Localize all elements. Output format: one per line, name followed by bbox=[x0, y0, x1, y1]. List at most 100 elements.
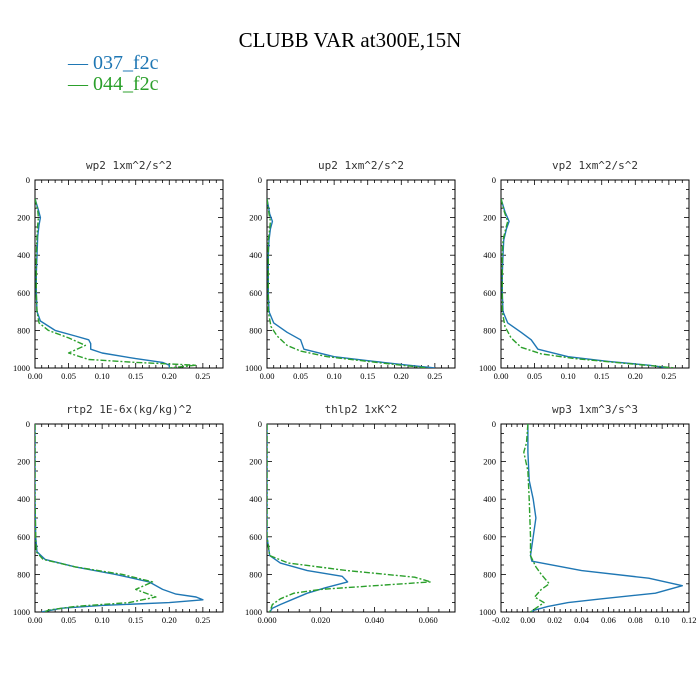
plot-frame bbox=[34, 179, 224, 369]
x-tick-label: 0.00 bbox=[28, 615, 43, 625]
x-tick-label: 0.15 bbox=[360, 371, 375, 381]
x-tick-label: 0.05 bbox=[527, 371, 542, 381]
panel-3: rtp2 1E-6x(kg/kg)^2 0 200 400 600 800 10000.00… bbox=[13, 403, 224, 625]
y-tick-label: 0 bbox=[492, 175, 496, 185]
y-tick-label: 0 bbox=[492, 419, 496, 429]
x-tick-label: 0.04 bbox=[574, 615, 590, 625]
y-tick-label: 400 bbox=[483, 250, 496, 260]
y-tick-label: 800 bbox=[483, 569, 496, 579]
y-tick-label: 600 bbox=[249, 288, 262, 298]
x-tick-label: 0.25 bbox=[195, 615, 210, 625]
x-tick-label: 0.20 bbox=[162, 615, 177, 625]
series-line-0 bbox=[527, 424, 683, 612]
y-tick-label: 1000 bbox=[245, 363, 262, 373]
x-tick-label: 0.10 bbox=[95, 371, 110, 381]
x-tick-label: 0.020 bbox=[311, 615, 330, 625]
panel-title: up2 1xm^2/s^2 bbox=[318, 159, 404, 172]
series-line-1 bbox=[35, 424, 157, 612]
x-tick-label: 0.060 bbox=[419, 615, 438, 625]
x-tick-label: 0.25 bbox=[661, 371, 676, 381]
y-tick-label: 200 bbox=[483, 213, 496, 223]
x-tick-label: 0.10 bbox=[327, 371, 342, 381]
y-tick-label: 600 bbox=[17, 288, 30, 298]
panel-title: thlp2 1xK^2 bbox=[325, 403, 398, 416]
x-tick-label: 0.06 bbox=[601, 615, 616, 625]
y-tick-label: 200 bbox=[249, 213, 262, 223]
y-tick-label: 1000 bbox=[13, 363, 30, 373]
panel-title: vp2 1xm^2/s^2 bbox=[552, 159, 638, 172]
panel-title: wp2 1xm^2/s^2 bbox=[86, 159, 172, 172]
y-tick-label: 800 bbox=[17, 569, 30, 579]
series-line-1 bbox=[523, 424, 550, 612]
x-tick-label: 0.00 bbox=[520, 615, 535, 625]
x-tick-label: 0.08 bbox=[628, 615, 643, 625]
x-tick-label: 0.02 bbox=[547, 615, 562, 625]
y-tick-label: 600 bbox=[483, 288, 496, 298]
x-tick-label: 0.25 bbox=[195, 371, 210, 381]
x-tick-label: 0.05 bbox=[61, 615, 76, 625]
series-line-0 bbox=[35, 198, 170, 368]
legend-entry-044: — 044_f2c bbox=[68, 73, 159, 95]
plot-frame bbox=[500, 423, 690, 613]
y-tick-label: 200 bbox=[17, 213, 30, 223]
y-tick-label: 0 bbox=[258, 419, 262, 429]
x-tick-label: 0.10 bbox=[655, 615, 670, 625]
series-line-0 bbox=[267, 424, 349, 612]
y-tick-label: 800 bbox=[483, 325, 496, 335]
x-tick-label: 0.20 bbox=[162, 371, 177, 381]
series-line-1 bbox=[267, 424, 432, 612]
y-tick-label: 600 bbox=[249, 532, 262, 542]
y-tick-label: 400 bbox=[17, 494, 30, 504]
x-tick-label: 0.05 bbox=[61, 371, 76, 381]
x-tick-label: 0.25 bbox=[427, 371, 442, 381]
x-tick-label: 0.12 bbox=[682, 615, 697, 625]
y-tick-label: 800 bbox=[249, 325, 262, 335]
y-tick-label: 1000 bbox=[479, 363, 496, 373]
series-line-1 bbox=[501, 198, 676, 368]
series-line-0 bbox=[501, 198, 669, 368]
x-tick-label: 0.15 bbox=[128, 371, 143, 381]
y-tick-label: 800 bbox=[249, 569, 262, 579]
y-tick-label: 0 bbox=[26, 175, 30, 185]
x-tick-label: 0.20 bbox=[394, 371, 409, 381]
y-tick-label: 0 bbox=[258, 175, 262, 185]
x-tick-label: 0.10 bbox=[561, 371, 576, 381]
x-tick-label: 0.000 bbox=[257, 615, 276, 625]
x-tick-label: 0.10 bbox=[95, 615, 110, 625]
plot-frame bbox=[266, 423, 456, 613]
panel-title: rtp2 1E-6x(kg/kg)^2 bbox=[66, 403, 192, 416]
x-tick-label: 0.00 bbox=[260, 371, 275, 381]
x-tick-label: 0.05 bbox=[293, 371, 308, 381]
y-tick-label: 1000 bbox=[479, 607, 496, 617]
plot-frame bbox=[266, 179, 456, 369]
x-tick-label: 0.15 bbox=[128, 615, 143, 625]
y-tick-label: 400 bbox=[249, 250, 262, 260]
plot-frame bbox=[500, 179, 690, 369]
panel-5: wp3 1xm^3/s^3 0 200 400 600 800 1000-0.02 0.00 0… bbox=[479, 403, 696, 625]
panel-title: wp3 1xm^3/s^3 bbox=[552, 403, 638, 416]
y-tick-label: 600 bbox=[483, 532, 496, 542]
series-line-0 bbox=[35, 424, 204, 612]
x-tick-label: 0.040 bbox=[365, 615, 384, 625]
y-tick-label: 800 bbox=[17, 325, 30, 335]
x-tick-label: 0.00 bbox=[28, 371, 43, 381]
plot-frame bbox=[34, 423, 224, 613]
y-tick-label: 400 bbox=[17, 250, 30, 260]
y-tick-label: 200 bbox=[483, 457, 496, 467]
y-tick-label: 600 bbox=[17, 532, 30, 542]
y-tick-label: 400 bbox=[249, 494, 262, 504]
legend-entry-037: — 037_f2c bbox=[68, 52, 159, 74]
y-tick-label: 200 bbox=[249, 457, 262, 467]
y-tick-label: 200 bbox=[17, 457, 30, 467]
x-tick-label: 0.15 bbox=[594, 371, 609, 381]
y-tick-label: 0 bbox=[26, 419, 30, 429]
series-line-1 bbox=[35, 198, 197, 368]
page-title: CLUBB VAR at300E,15N bbox=[238, 28, 462, 52]
y-tick-label: 400 bbox=[483, 494, 496, 504]
y-tick-label: 1000 bbox=[245, 607, 262, 617]
x-tick-label: -0.02 bbox=[492, 615, 510, 625]
